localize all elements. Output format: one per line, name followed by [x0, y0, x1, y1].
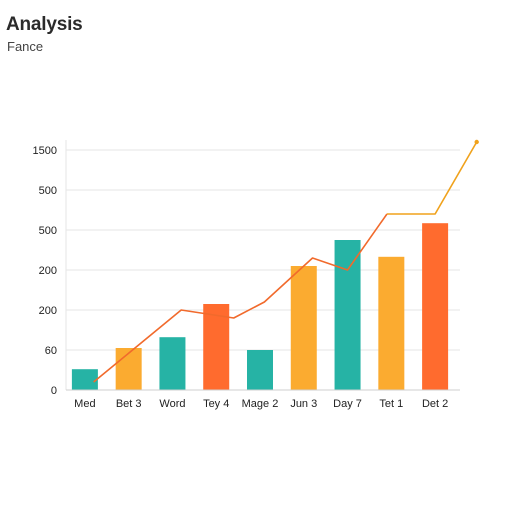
x-tick-label: Word: [159, 398, 185, 410]
y-tick-label: 200: [39, 305, 57, 317]
x-tick-label: Det 2: [422, 398, 448, 410]
trend-point: [474, 139, 479, 145]
bar: [71, 369, 98, 390]
x-tick-label: Mage 2: [242, 398, 279, 410]
y-tick-label: 500: [39, 225, 57, 237]
x-axis-tick-labels: Med Bet 3 Word Tey 4 Mage 2 Jun 3 Day 7 Tet 1 De…: [74, 398, 448, 410]
bar: [203, 304, 230, 390]
bar: [115, 348, 142, 390]
trend-line: [93, 213, 388, 383]
x-tick-label: Tet 1: [379, 398, 403, 410]
page-subtitle: Fance: [7, 39, 44, 54]
bar: [159, 337, 186, 390]
bar: [247, 350, 273, 390]
bar: [290, 266, 317, 390]
bar: [422, 223, 449, 390]
bar: [378, 256, 405, 390]
y-tick-label: 60: [45, 345, 57, 357]
trend-line-series: [93, 139, 479, 383]
x-tick-label: Day 7: [333, 398, 362, 410]
bar: [334, 240, 361, 390]
bar-series: [71, 223, 449, 390]
y-tick-label: 200: [39, 265, 57, 277]
y-axis-tick-labels: 0 60 200 200 500 500 1500: [33, 145, 57, 397]
x-tick-label: Med: [74, 398, 95, 410]
y-tick-label: 500: [39, 185, 57, 197]
x-tick-label: Tey 4: [203, 398, 229, 410]
x-tick-label: Bet 3: [116, 398, 142, 410]
trend-line-end: [386, 141, 478, 215]
y-tick-label: 1500: [33, 145, 57, 157]
y-tick-label: 0: [51, 385, 57, 397]
page-title: Analysis: [6, 14, 83, 35]
x-tick-label: Jun 3: [290, 398, 317, 410]
